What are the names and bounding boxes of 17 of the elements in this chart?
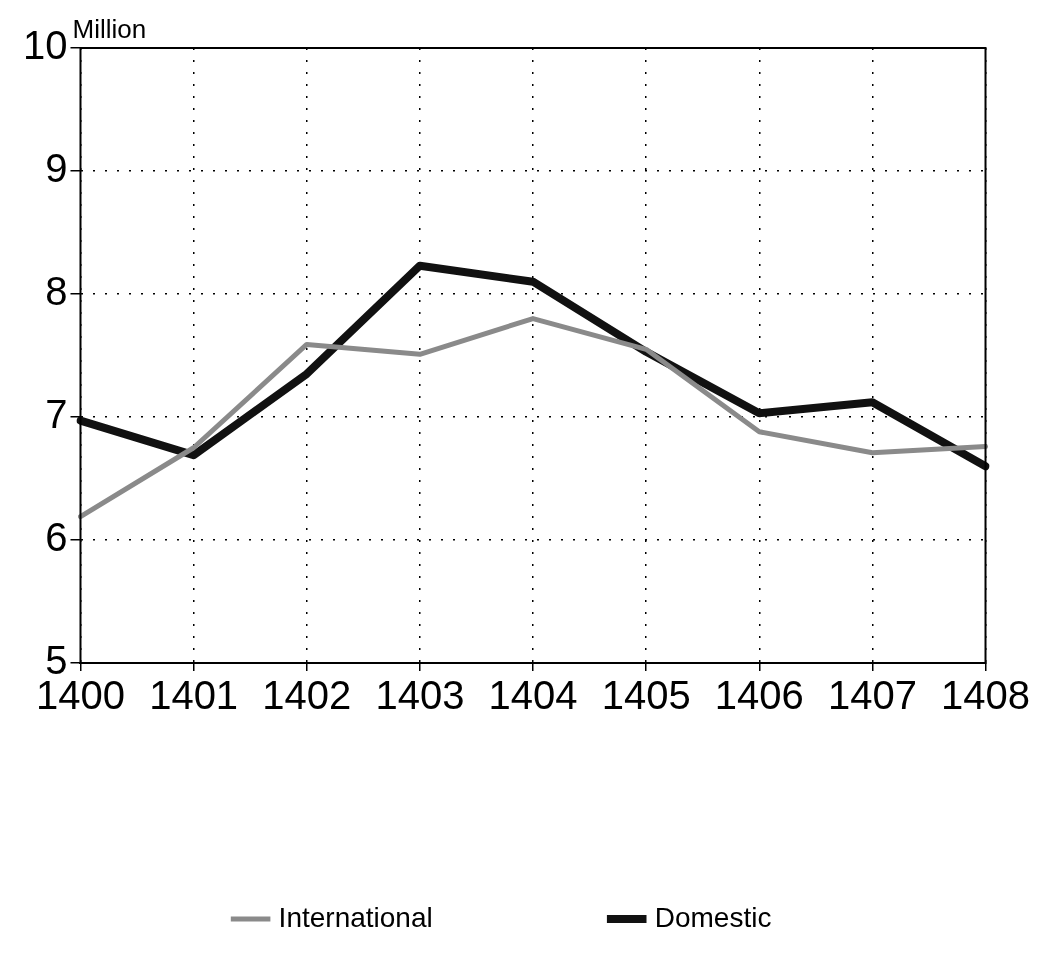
y-tick-label: 8: [45, 269, 68, 314]
y-tick-label: 10: [22, 23, 68, 68]
y-tick-label: 9: [45, 146, 68, 191]
x-tick-label: 1403: [375, 673, 465, 718]
y-tick-label: 6: [45, 515, 68, 560]
x-tick-label: 1407: [827, 673, 917, 718]
y-axis-title: Million: [72, 14, 147, 45]
x-tick-label: 1404: [488, 673, 578, 718]
legend-label: Domestic: [654, 901, 772, 933]
x-tick-label: 1406: [714, 673, 804, 718]
x-tick-label: 1405: [601, 673, 691, 718]
y-tick-label: 7: [45, 392, 68, 437]
x-tick-label: 1408: [941, 673, 1030, 718]
legend-label: International: [278, 901, 433, 933]
x-tick-label: 1402: [262, 673, 352, 718]
x-tick-label: 1401: [149, 673, 239, 718]
x-tick-label: 1400: [36, 673, 125, 718]
